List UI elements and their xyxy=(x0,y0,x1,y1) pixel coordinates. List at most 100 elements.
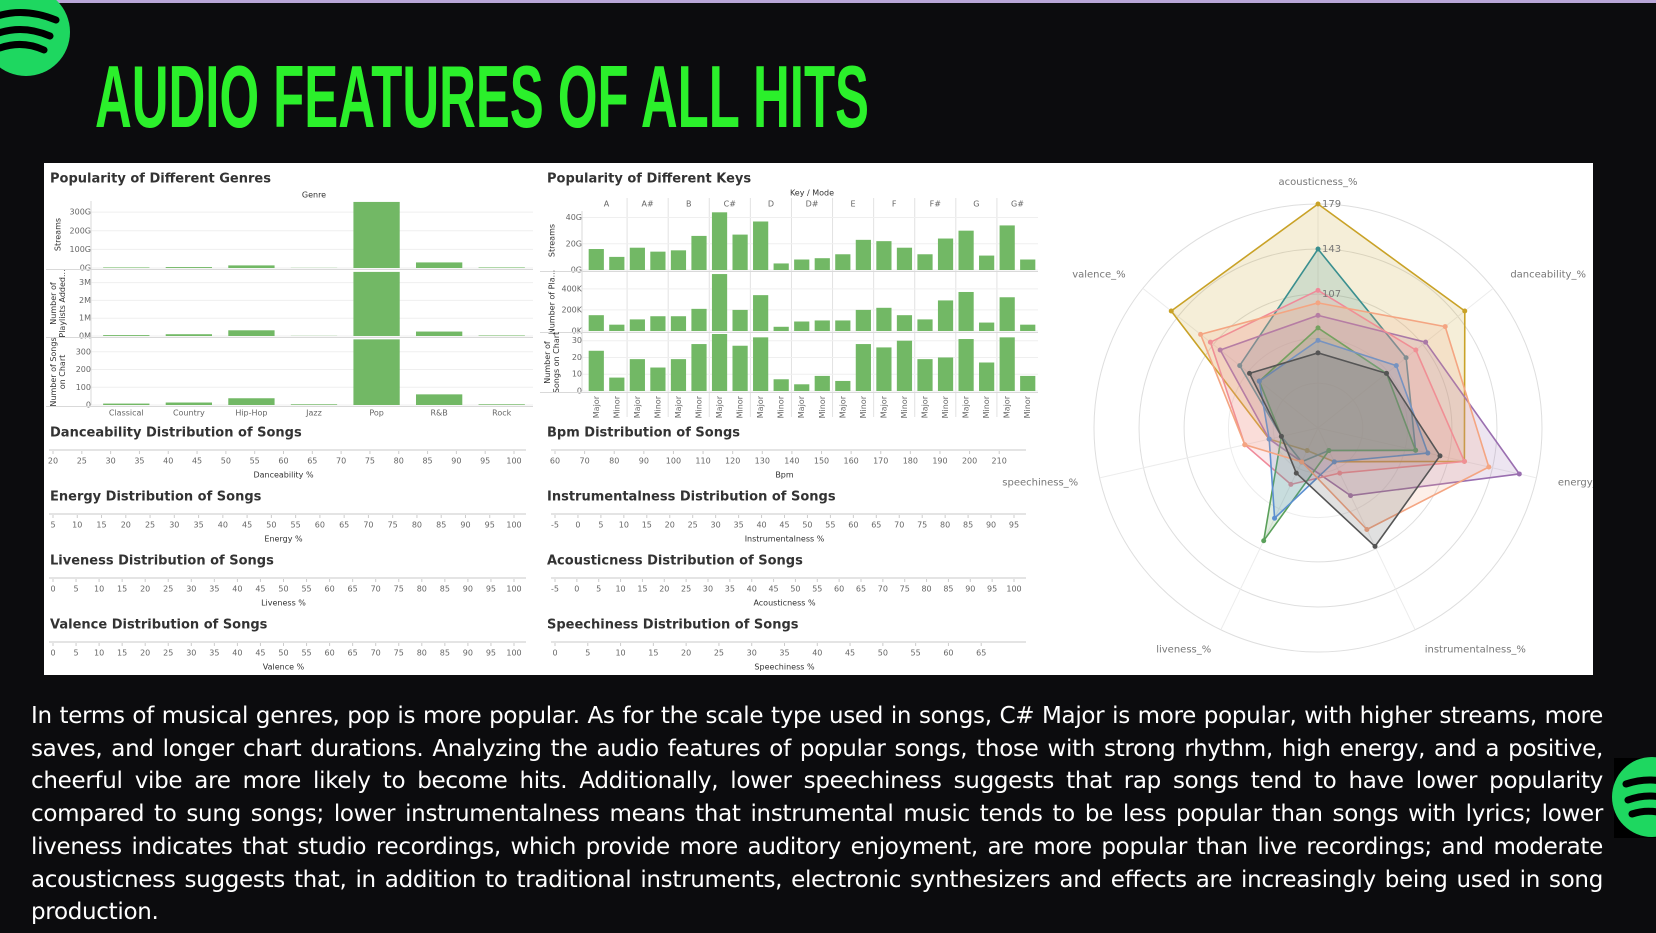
bar xyxy=(835,320,851,331)
bar xyxy=(876,241,892,270)
radar-point xyxy=(1326,448,1332,454)
axis-label: speechiness_% xyxy=(1002,478,1078,489)
bar xyxy=(876,307,892,331)
radar-point xyxy=(1372,543,1378,549)
x-tick-label: 190 xyxy=(932,457,947,466)
bar xyxy=(691,235,707,270)
bar xyxy=(773,326,789,331)
y-tick-label: 20 xyxy=(572,353,582,362)
x-tick-label: 40 xyxy=(163,457,173,466)
radar-point xyxy=(1272,515,1278,521)
x-tick-label: 55 xyxy=(812,585,822,594)
y-axis-title: Number of Pla... xyxy=(548,270,557,335)
y-tick-label: 100 xyxy=(76,383,91,392)
x-tick-label: 70 xyxy=(363,521,373,530)
bar xyxy=(165,334,213,336)
x-tick-label: 0 xyxy=(574,585,579,594)
x-tick-label: 5 xyxy=(596,585,601,594)
x-tick-label: Major xyxy=(756,395,765,418)
x-tick-label: Minor xyxy=(941,395,950,418)
radar-point xyxy=(1315,300,1321,306)
x-tick-label: 20 xyxy=(48,457,58,466)
bar xyxy=(415,394,463,405)
x-tick-label: 20 xyxy=(140,585,150,594)
x-tick-label: 75 xyxy=(365,457,375,466)
bar xyxy=(794,321,810,331)
x-tick-label: 30 xyxy=(711,521,721,530)
x-tick-label: Minor xyxy=(859,395,868,418)
x-tick-label: 5 xyxy=(598,521,603,530)
x-tick-label: Minor xyxy=(1023,395,1032,418)
x-tick-label: 45 xyxy=(768,585,778,594)
x-tick-label: 80 xyxy=(412,521,422,530)
bar xyxy=(691,308,707,331)
y-tick-label: 0M xyxy=(79,332,91,341)
x-tick-label: 95 xyxy=(485,521,495,530)
bar xyxy=(732,345,748,391)
radar-point xyxy=(1331,459,1337,465)
radar-point xyxy=(1315,325,1321,331)
radar-point xyxy=(1315,287,1321,293)
x-tick-label: 70 xyxy=(878,585,888,594)
x-tick-label: Minor xyxy=(777,395,786,418)
radial-tick-label: 179 xyxy=(1322,199,1341,210)
x-tick-label: Minor xyxy=(653,395,662,418)
x-tick-label: 80 xyxy=(921,585,931,594)
dashboard-background xyxy=(44,163,1593,675)
x-tick-label: 90 xyxy=(463,649,473,658)
y-axis-title: on Chart xyxy=(58,355,67,390)
x-tick-label: 0 xyxy=(575,521,580,530)
x-tick-label: 30 xyxy=(186,585,196,594)
bar xyxy=(103,267,150,268)
x-tick-label: 35 xyxy=(134,457,144,466)
x-tick-label: 75 xyxy=(388,521,398,530)
bar xyxy=(670,250,687,270)
x-tick-label: 5 xyxy=(74,585,79,594)
axis-title: Liveness % xyxy=(261,599,306,608)
radar-point xyxy=(1337,470,1343,476)
x-tick-label: 60 xyxy=(325,585,335,594)
x-tick-label: 85 xyxy=(943,585,953,594)
y-axis-title: Streams xyxy=(54,218,63,251)
radar-point xyxy=(1242,442,1248,448)
axis-title: Bpm xyxy=(775,471,794,480)
chart-title: Speechiness Distribution of Songs xyxy=(547,618,799,633)
x-tick-label: 100 xyxy=(506,521,521,530)
group-label: G# xyxy=(1011,200,1024,209)
y-axis-title: Streams xyxy=(548,224,557,257)
bar xyxy=(999,225,1015,270)
x-tick-label: 30 xyxy=(703,585,713,594)
bar xyxy=(711,334,728,391)
chart-title: Acousticness Distribution of Songs xyxy=(547,554,803,569)
y-tick-label: 0 xyxy=(86,401,91,410)
radar-point xyxy=(1315,350,1321,356)
x-tick-label: 55 xyxy=(301,649,311,658)
x-tick-label: 75 xyxy=(917,521,927,530)
bar xyxy=(999,337,1015,391)
x-tick-label: Major xyxy=(1003,395,1012,418)
radar-point xyxy=(1425,450,1431,456)
radial-tick-label: 143 xyxy=(1322,244,1341,255)
bar xyxy=(415,262,463,268)
y-tick-label: 300G xyxy=(70,208,91,217)
x-tick-label: 45 xyxy=(192,457,202,466)
bar xyxy=(1020,375,1036,391)
y-tick-label: 300 xyxy=(76,347,91,356)
y-axis-title: Number of xyxy=(543,341,552,384)
radar-series xyxy=(1248,352,1441,548)
bar xyxy=(773,263,789,270)
y-tick-label: 0G xyxy=(571,266,582,275)
radar-point xyxy=(1315,312,1321,318)
x-tick-label: 35 xyxy=(725,585,735,594)
bar xyxy=(290,404,338,405)
group-label: D xyxy=(768,200,774,209)
bar xyxy=(415,331,463,336)
x-tick-label: 20 xyxy=(659,585,669,594)
x-tick-label: 55 xyxy=(250,457,260,466)
x-tick-label: Major xyxy=(879,395,888,418)
radar-point xyxy=(1278,433,1284,439)
bar xyxy=(1020,259,1036,270)
x-tick-label: 65 xyxy=(307,457,317,466)
radar-point xyxy=(1315,337,1321,343)
group-label: G xyxy=(973,200,979,209)
